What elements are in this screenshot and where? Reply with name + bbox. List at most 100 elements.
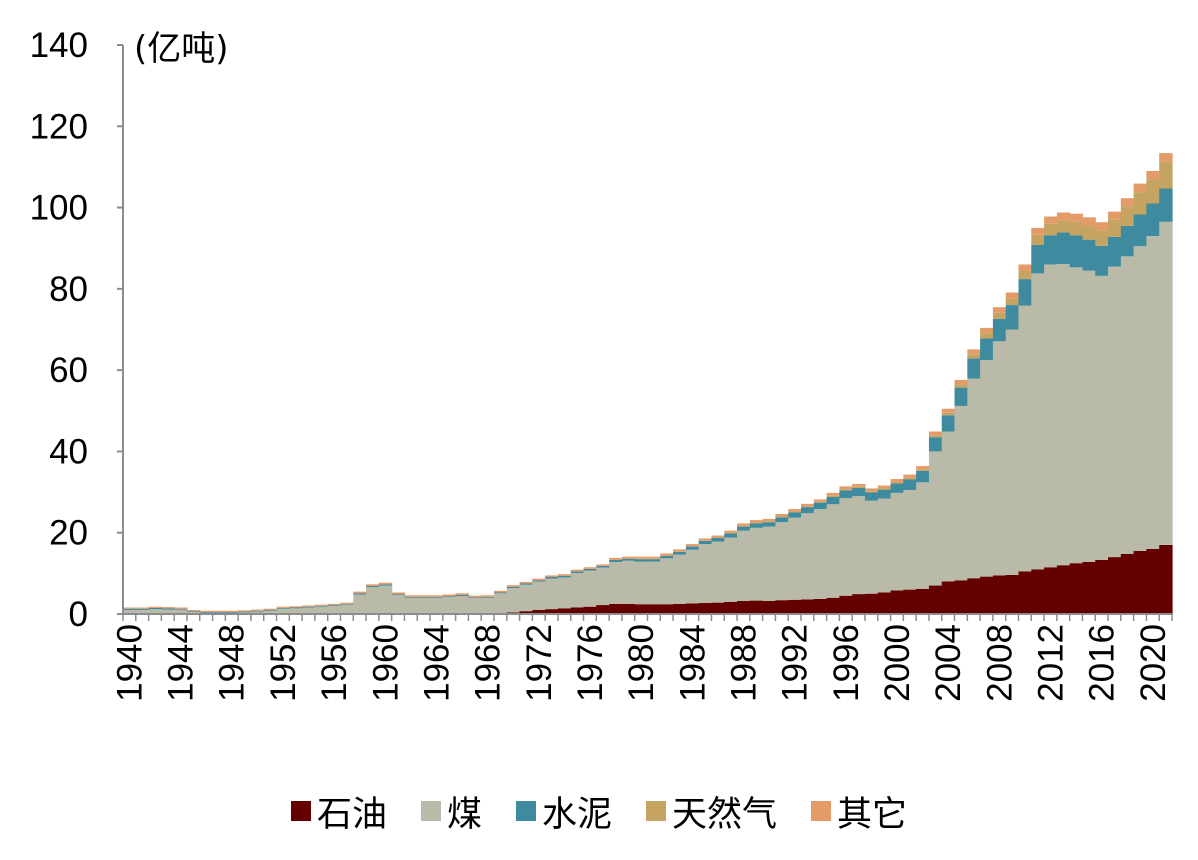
area-segment-3-1990 [762,521,777,523]
area-segment-2-1991 [775,517,789,523]
x-tick-label-1976: 1976 [571,624,610,702]
area-segment-3-1999 [877,488,892,490]
area-segment-2-2021 [1159,188,1173,222]
area-segment-3-2002 [916,469,930,471]
x-tick-label-2000: 2000 [878,624,917,702]
area-segment-4-2015 [1082,217,1096,226]
area-segment-0-2012 [1044,567,1058,614]
area-segment-4-2017 [1108,211,1122,220]
area-segment-4-1987 [724,530,738,533]
area-segment-1-2016 [1095,275,1109,560]
area-segment-1-1978 [609,561,623,604]
area-segment-2-2014 [1069,235,1084,268]
area-segment-0-2003 [928,585,943,614]
area-segment-2-2012 [1044,235,1058,265]
area-segment-1-1963 [417,597,431,614]
area-segment-4-1999 [877,485,892,489]
area-segment-4-1974 [557,574,572,576]
area-segment-1-1986 [711,541,725,603]
area-segment-0-1998 [864,593,879,614]
area-segment-4-1941 [135,607,150,609]
area-segment-4-2001 [903,474,917,478]
area-segment-1-1971 [519,584,533,612]
area-segment-4-1975 [570,569,585,572]
area-segment-2-1958 [353,593,367,595]
area-segment-2-1944 [174,608,188,610]
y-tick-label-0: 0 [69,595,88,634]
area-segment-0-1992 [788,599,802,614]
y-tick-label-40: 40 [49,432,88,471]
area-segment-4-1957 [340,602,354,604]
area-segment-2-1997 [852,488,866,497]
chart-bars [123,153,1173,614]
area-segment-0-2004 [941,581,956,614]
area-segment-4-1959 [366,584,380,586]
x-tick-label-1992: 1992 [776,624,815,702]
area-segment-1-2020 [1146,236,1160,549]
area-segment-0-2006 [967,578,981,614]
area-segment-1-1959 [366,587,380,614]
x-tick-label-1996: 1996 [827,624,866,702]
area-segment-4-1986 [711,535,725,538]
area-segment-1-1975 [570,572,585,608]
area-segment-2-2016 [1095,245,1109,276]
area-segment-1-1980 [634,561,649,605]
area-segment-3-1994 [813,501,828,503]
area-segment-1-1995 [826,504,840,598]
y-axis-unit-label: (亿吨) [134,29,229,69]
area-segment-0-2001 [903,589,917,614]
area-segment-0-1973 [545,609,559,614]
area-segment-0-2005 [954,580,968,614]
area-segment-1-2005 [954,405,968,581]
legend-item-coal: 煤 [420,786,482,837]
area-segment-2-1993 [801,507,815,514]
area-segment-3-2010 [1018,270,1032,280]
area-segment-4-1983 [673,549,687,552]
legend-swatch-cement [515,801,536,821]
area-segment-4-1996 [839,486,853,490]
legend-label-gas: 天然气 [672,794,778,835]
area-segment-4-1998 [864,488,879,492]
area-segment-4-2007 [980,327,994,334]
area-segment-2-1974 [557,575,572,578]
area-segment-2-1984 [685,546,700,550]
area-segment-1-1969 [493,593,508,614]
area-segment-4-1961 [391,592,406,595]
area-segment-2-1979 [621,558,636,561]
area-segment-4-1940 [123,607,137,609]
area-segment-3-1992 [788,511,802,513]
area-segment-4-1995 [826,492,840,496]
area-segment-4-1953 [289,606,303,608]
area-segment-3-2007 [980,333,994,339]
area-segment-4-1966 [455,593,469,595]
area-segment-4-2018 [1120,198,1135,207]
area-segment-3-1991 [775,516,789,518]
area-segment-2-1957 [340,603,354,605]
area-segment-1-1942 [148,609,162,614]
area-segment-3-2015 [1082,225,1096,240]
area-segment-3-2006 [967,354,981,359]
area-segment-0-2014 [1069,563,1084,614]
area-segment-1-2000 [890,492,904,591]
area-segment-1-2015 [1082,270,1096,562]
area-segment-0-1982 [660,604,674,614]
area-segment-3-2009 [1005,298,1020,306]
area-segment-4-1988 [737,523,751,526]
area-segment-2-1950 [250,610,265,612]
area-segment-2-1983 [673,551,687,555]
area-segment-3-2017 [1108,219,1122,237]
area-segment-0-2008 [992,575,1007,614]
area-segment-0-2010 [1018,571,1032,614]
area-segment-2-1960 [378,584,393,586]
area-segment-2-1967 [468,597,482,599]
area-segment-3-1993 [801,506,815,508]
area-segment-1-2014 [1069,267,1084,564]
area-segment-3-2004 [941,412,956,416]
legend-label-coal: 煤 [446,794,482,835]
area-segment-2-1978 [609,559,623,562]
area-segment-1-2010 [1018,305,1032,572]
y-tick-label-20: 20 [49,514,88,553]
area-segment-4-2009 [1005,292,1020,299]
area-segment-1-1973 [545,578,559,610]
area-segment-4-2019 [1133,183,1148,193]
